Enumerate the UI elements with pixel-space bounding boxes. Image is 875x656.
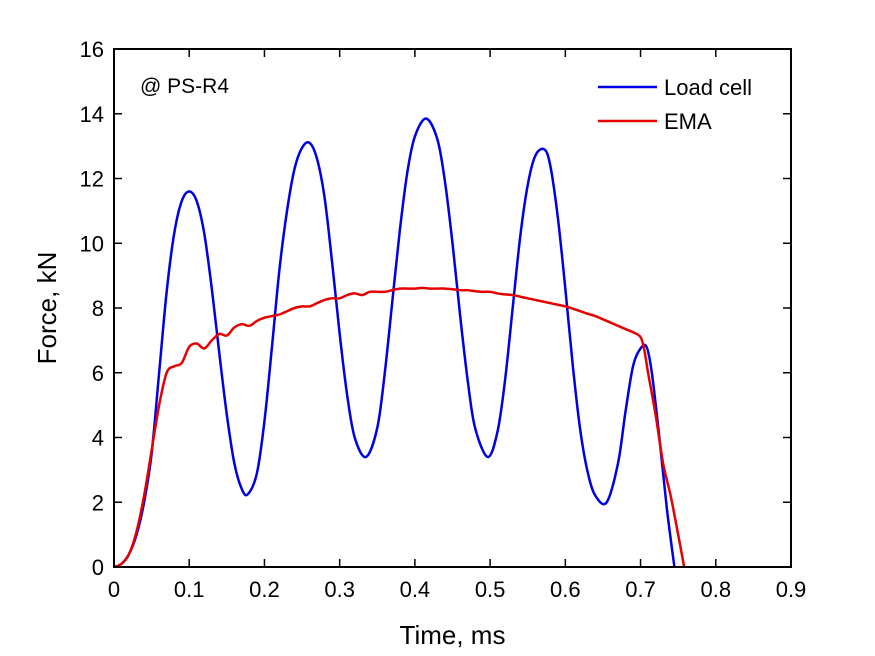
y-tick-label: 16 bbox=[80, 37, 104, 62]
x-tick-label: 0.3 bbox=[324, 577, 355, 602]
y-tick-label: 12 bbox=[80, 167, 104, 192]
x-tick-label: 0.1 bbox=[174, 577, 205, 602]
series-layer bbox=[113, 117, 686, 569]
x-tick-label: 0.5 bbox=[475, 577, 506, 602]
y-tick-label: 8 bbox=[92, 296, 104, 321]
x-tick-label: 0.8 bbox=[700, 577, 731, 602]
x-tick-label: 0 bbox=[108, 577, 120, 602]
y-tick-label: 14 bbox=[80, 102, 104, 127]
legend-label: EMA bbox=[664, 109, 712, 134]
annotation-label: @ PS-R4 bbox=[140, 75, 229, 98]
x-tick-label: 0.2 bbox=[249, 577, 280, 602]
y-tick-label: 0 bbox=[92, 555, 104, 580]
series-line-ema bbox=[113, 286, 686, 569]
x-tick-label: 0.9 bbox=[776, 577, 807, 602]
legend-label: Load cell bbox=[664, 75, 752, 100]
y-tick-label: 4 bbox=[92, 426, 104, 451]
legend: Load cell EMA bbox=[598, 75, 752, 134]
y-tick-label: 10 bbox=[80, 231, 104, 256]
x-tick-label: 0.4 bbox=[400, 577, 431, 602]
x-tick-label: 0.6 bbox=[550, 577, 581, 602]
y-axis: 0 2 4 6 8 10 12 14 16 bbox=[80, 37, 791, 580]
y-axis-label: Force, kN bbox=[32, 252, 62, 365]
x-tick-label: 0.7 bbox=[625, 577, 656, 602]
x-axis-label: Time, ms bbox=[400, 620, 506, 650]
series-line-load-cell bbox=[113, 117, 676, 569]
y-tick-label: 2 bbox=[92, 490, 104, 515]
y-tick-label: 6 bbox=[92, 361, 104, 386]
plot-frame bbox=[113, 48, 792, 568]
x-axis: 0 0.1 0.2 0.3 0.4 0.5 0.6 0.7 0.8 0.9 bbox=[108, 49, 806, 602]
